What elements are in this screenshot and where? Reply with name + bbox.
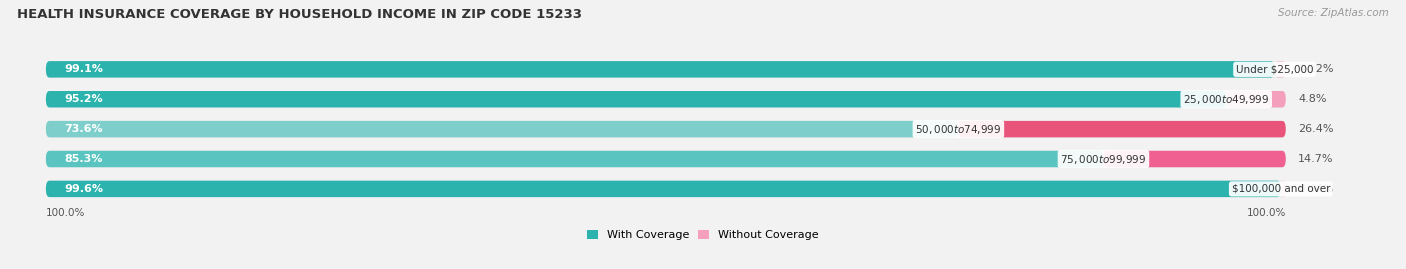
FancyBboxPatch shape	[46, 151, 1285, 167]
FancyBboxPatch shape	[1104, 151, 1285, 167]
FancyBboxPatch shape	[46, 61, 1275, 77]
Text: 100.0%: 100.0%	[46, 208, 86, 218]
FancyBboxPatch shape	[46, 121, 959, 137]
FancyBboxPatch shape	[1281, 181, 1286, 197]
FancyBboxPatch shape	[1226, 91, 1285, 107]
Text: 26.4%: 26.4%	[1298, 124, 1334, 134]
FancyBboxPatch shape	[46, 121, 1285, 137]
Text: 100.0%: 100.0%	[1246, 208, 1285, 218]
FancyBboxPatch shape	[46, 181, 1281, 197]
Text: 0.92%: 0.92%	[1298, 64, 1334, 74]
Text: 14.7%: 14.7%	[1298, 154, 1334, 164]
Legend: With Coverage, Without Coverage: With Coverage, Without Coverage	[582, 226, 824, 245]
Text: Source: ZipAtlas.com: Source: ZipAtlas.com	[1278, 8, 1389, 18]
Text: $100,000 and over: $100,000 and over	[1232, 184, 1330, 194]
FancyBboxPatch shape	[959, 121, 1285, 137]
Text: $25,000 to $49,999: $25,000 to $49,999	[1182, 93, 1270, 106]
FancyBboxPatch shape	[46, 91, 1226, 107]
FancyBboxPatch shape	[1275, 61, 1286, 77]
FancyBboxPatch shape	[46, 91, 1285, 107]
Text: 0.44%: 0.44%	[1299, 184, 1334, 194]
Text: Under $25,000: Under $25,000	[1236, 64, 1313, 74]
Text: 99.1%: 99.1%	[65, 64, 104, 74]
Text: 85.3%: 85.3%	[65, 154, 103, 164]
FancyBboxPatch shape	[46, 181, 1285, 197]
Text: 99.6%: 99.6%	[65, 184, 104, 194]
Text: HEALTH INSURANCE COVERAGE BY HOUSEHOLD INCOME IN ZIP CODE 15233: HEALTH INSURANCE COVERAGE BY HOUSEHOLD I…	[17, 8, 582, 21]
Text: $75,000 to $99,999: $75,000 to $99,999	[1060, 153, 1147, 165]
Text: 4.8%: 4.8%	[1298, 94, 1327, 104]
Text: 73.6%: 73.6%	[65, 124, 103, 134]
Text: $50,000 to $74,999: $50,000 to $74,999	[915, 123, 1001, 136]
FancyBboxPatch shape	[46, 151, 1104, 167]
Text: 95.2%: 95.2%	[65, 94, 103, 104]
FancyBboxPatch shape	[46, 61, 1285, 77]
